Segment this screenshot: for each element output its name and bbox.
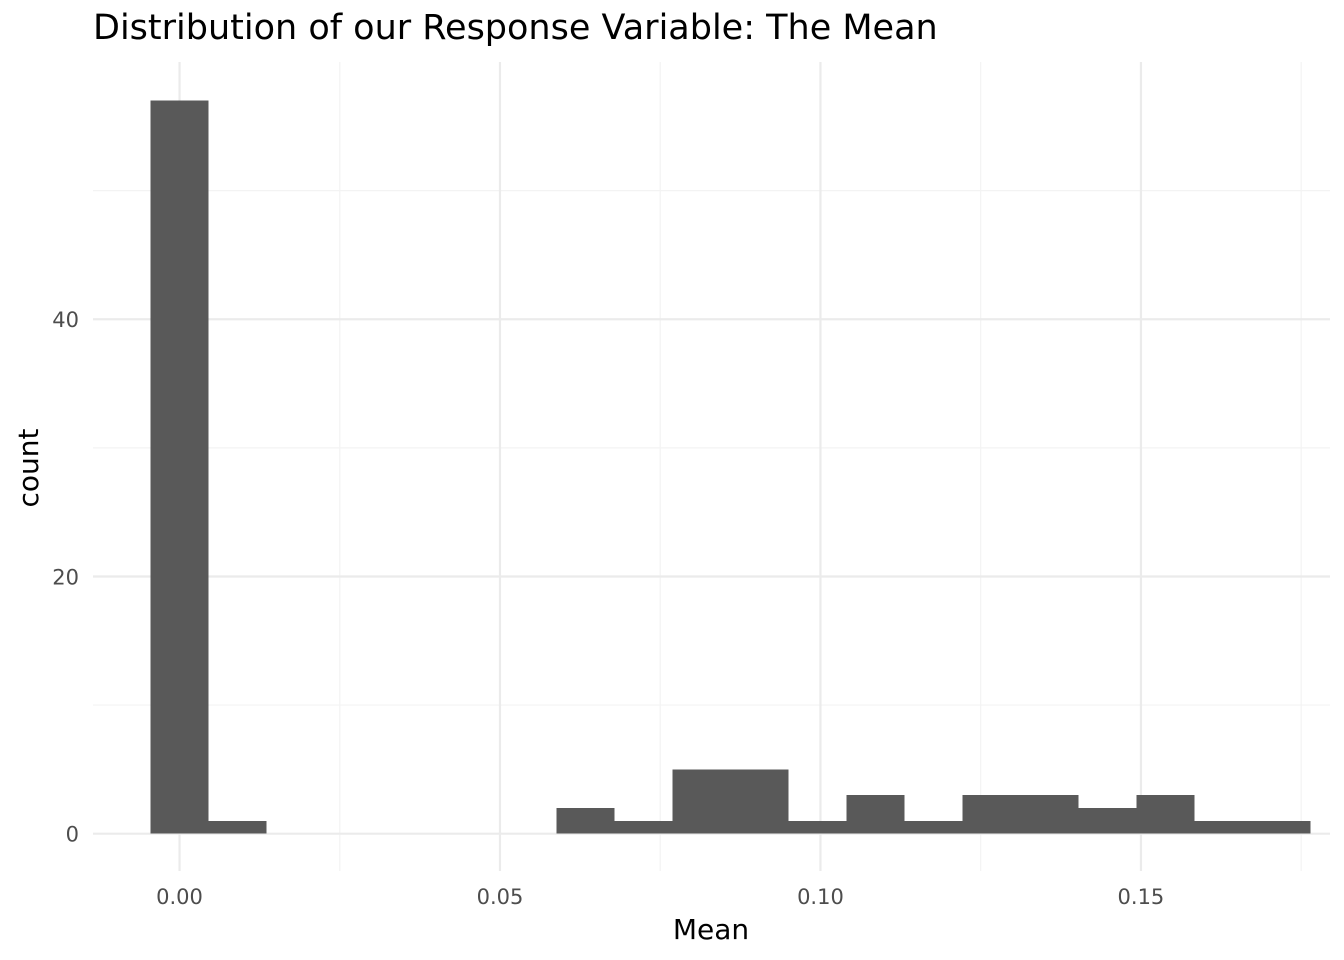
histogram-bar-2 [556, 807, 615, 834]
x-tick-label-1: 0.05 [477, 885, 524, 909]
histogram-bar-8 [904, 820, 963, 834]
histogram-bar-14 [1252, 820, 1311, 834]
minor-gridlines [93, 62, 1330, 871]
major-gridlines [93, 62, 1330, 871]
histogram-bar-12 [1136, 795, 1195, 834]
histogram-bar-1 [208, 820, 267, 834]
histogram-bar-6 [788, 820, 847, 834]
histogram-bar-9 [962, 795, 1021, 834]
x-tick-label-3: 0.15 [1118, 885, 1165, 909]
y-tick-label-0: 0 [66, 823, 79, 847]
x-axis-title: Mean [673, 913, 749, 946]
histogram-bar-10 [1020, 795, 1079, 834]
histogram-bar-3 [614, 820, 673, 834]
x-tick-label-0: 0.00 [156, 885, 203, 909]
histogram-bar-0 [150, 100, 209, 834]
y-tick-label-1: 20 [52, 565, 79, 589]
y-tick-label-2: 40 [52, 308, 79, 332]
x-tick-label-2: 0.10 [797, 885, 844, 909]
histogram-bar-13 [1194, 820, 1253, 834]
histogram-bar-4 [672, 769, 731, 834]
y-axis-ticks: 0 20 40 [52, 308, 79, 846]
histogram-bar-5 [730, 769, 789, 834]
y-axis-title: count [12, 428, 45, 507]
histogram-bar-11 [1078, 807, 1137, 834]
x-axis-ticks: 0.00 0.05 0.10 0.15 [156, 885, 1164, 909]
histogram-bars [150, 100, 1311, 834]
chart-title: Distribution of our Response Variable: T… [93, 8, 938, 48]
histogram-bar-7 [846, 795, 905, 834]
